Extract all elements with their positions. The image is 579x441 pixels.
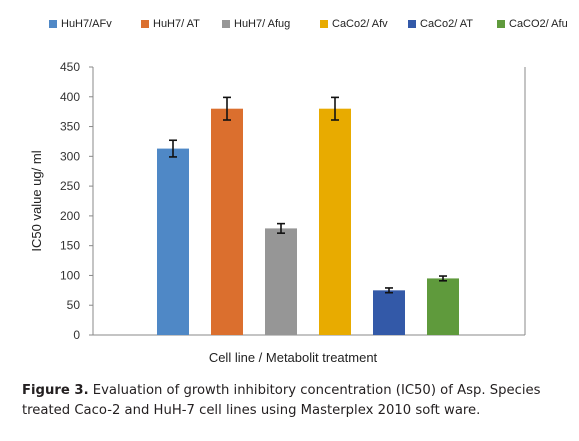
y-tick-label: 200 (60, 209, 80, 223)
legend-swatch (408, 20, 416, 28)
y-tick-label: 100 (60, 268, 80, 282)
bar-chart: 0 50 100 150 200 250 300 350 400 450 IC50 value ug… (29, 60, 526, 365)
x-axis-title: Cell line / Metabolit treatment (209, 350, 378, 365)
legend-label: HuH7/AFv (61, 18, 112, 30)
y-tick-label: 50 (67, 298, 81, 312)
bar-6 (427, 278, 459, 335)
legend-item-3: HuH7/ Afug (222, 18, 290, 30)
y-tick-label: 0 (73, 328, 80, 342)
figure-caption: Figure 3. Evaluation of growth inhibitor… (22, 381, 567, 421)
legend-item-1: HuH7/AFv (49, 18, 112, 30)
legend-item-4: CaCo2/ Afv (320, 18, 388, 30)
legend-swatch (320, 20, 328, 28)
legend-swatch (497, 20, 505, 28)
y-tick-label: 450 (60, 60, 80, 74)
y-tick-label: 250 (60, 179, 80, 193)
caption-label: Figure 3. (22, 383, 89, 398)
y-tick-label: 150 (60, 239, 80, 253)
legend-label: HuH7/ AT (153, 18, 200, 30)
legend-swatch (141, 20, 149, 28)
legend-swatch (222, 20, 230, 28)
y-tick-label: 300 (60, 149, 80, 163)
bar-3 (265, 228, 297, 335)
legend-label: HuH7/ Afug (234, 18, 291, 30)
bar-4 (319, 108, 351, 335)
caption-text: Evaluation of growth inhibitory concentr… (22, 383, 541, 418)
bar-2 (211, 108, 243, 335)
legend-swatch (49, 20, 57, 28)
legend-label: CaCO2/ Afu (509, 18, 568, 30)
legend-item-5: CaCo2/ AT (408, 18, 473, 30)
chart-legend: HuH7/AFv HuH7/ AT HuH7/ Afug CaCo2/ Afv CaCo… (0, 18, 579, 34)
y-axis-title: IC50 value ug/ ml (29, 150, 44, 251)
bar-1 (157, 148, 189, 335)
legend-item-6: CaCO2/ Afu (497, 18, 568, 30)
legend-item-2: HuH7/ AT (141, 18, 200, 30)
y-tick-label: 350 (60, 120, 80, 134)
bar-5 (373, 290, 405, 335)
legend-label: CaCo2/ AT (420, 18, 473, 30)
legend-label: CaCo2/ Afv (332, 18, 388, 30)
y-tick-label: 400 (60, 90, 80, 104)
